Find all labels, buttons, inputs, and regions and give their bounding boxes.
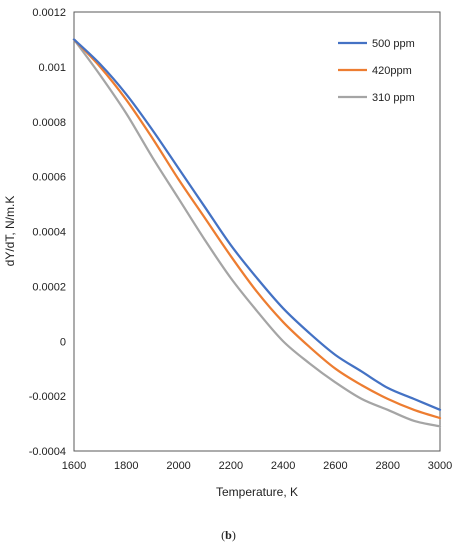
y-tick-label: -0.0002 <box>29 391 66 403</box>
y-tick-label: 0.0008 <box>32 117 66 129</box>
y-tick-label: 0.0002 <box>32 281 66 293</box>
figure-caption-label: b <box>225 528 232 542</box>
legend-label: 420ppm <box>372 65 412 77</box>
x-tick-label: 2400 <box>271 460 295 472</box>
x-axis-ticks: 1600 1800 2000 2200 2400 2600 2800 3000 <box>62 460 452 472</box>
series-line <box>72 38 442 420</box>
figure-caption: (b) <box>221 528 236 542</box>
x-tick-label: 2000 <box>166 460 190 472</box>
series-layer <box>72 38 442 428</box>
plot-area <box>73 11 441 452</box>
y-tick-label: -0.0004 <box>29 446 66 458</box>
line-chart: -0.0004 -0.0002 0 0.0002 0.0004 0.0006 0.0008 0… <box>3 7 452 499</box>
y-tick-label: 0.0006 <box>32 172 66 184</box>
y-tick-label: 0.001 <box>38 62 66 74</box>
legend: 500 ppm 420ppm 310 ppm <box>338 38 415 104</box>
legend-label: 500 ppm <box>372 38 415 50</box>
x-tick-label: 1600 <box>62 460 86 472</box>
x-tick-label: 3000 <box>428 460 452 472</box>
series-line <box>72 38 442 411</box>
x-tick-label: 2800 <box>375 460 399 472</box>
x-tick-label: 1800 <box>114 460 138 472</box>
x-tick-label: 2200 <box>219 460 243 472</box>
y-axis-title: dY/dT, N/m.K <box>3 196 17 267</box>
plot-frame <box>73 11 441 452</box>
y-axis-ticks: -0.0004 -0.0002 0 0.0002 0.0004 0.0006 0.0008 0… <box>29 7 66 458</box>
y-tick-label: 0 <box>60 336 66 348</box>
series-line <box>72 38 442 428</box>
y-tick-label: 0.0004 <box>32 227 66 239</box>
legend-label: 310 ppm <box>372 92 415 104</box>
y-tick-label: 0.0012 <box>32 7 66 19</box>
x-tick-label: 2600 <box>323 460 347 472</box>
x-axis-title: Temperature, K <box>216 485 298 499</box>
